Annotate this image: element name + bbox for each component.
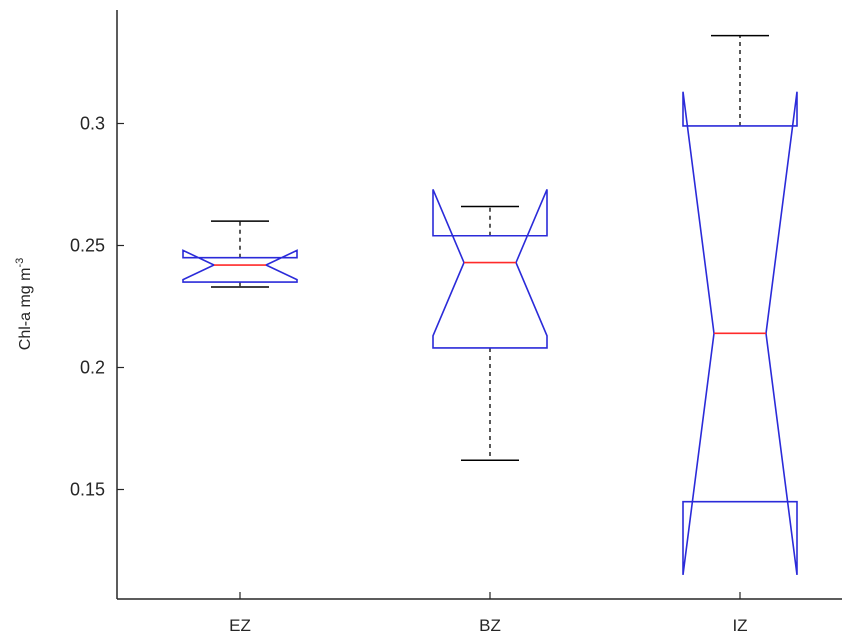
notched-box xyxy=(682,91,798,576)
box-ez xyxy=(182,220,298,288)
y-tick-label: 0.3 xyxy=(80,114,105,134)
box-series xyxy=(182,34,798,576)
y-axis-ticks: 0.15 0.2 0.25 0.3 xyxy=(70,114,124,500)
y-axis-label-superscript: -3 xyxy=(14,258,26,268)
x-category-label: EZ xyxy=(229,616,251,635)
box-bz xyxy=(432,189,548,461)
x-category-label: BZ xyxy=(479,616,501,635)
box-iz xyxy=(682,34,798,576)
x-axis-categories: EZ BZ IZ xyxy=(229,592,748,635)
y-tick-label: 0.25 xyxy=(70,236,105,256)
y-tick-label: 0.15 xyxy=(70,480,105,500)
axes xyxy=(116,10,842,600)
y-axis-label: Chl-a mg m-3 xyxy=(14,258,34,350)
x-category-label: IZ xyxy=(732,616,747,635)
notched-box xyxy=(182,249,298,283)
y-axis-label-base: Chl-a mg m xyxy=(17,268,34,351)
y-tick-label: 0.2 xyxy=(80,358,105,378)
notched-box xyxy=(432,189,548,349)
